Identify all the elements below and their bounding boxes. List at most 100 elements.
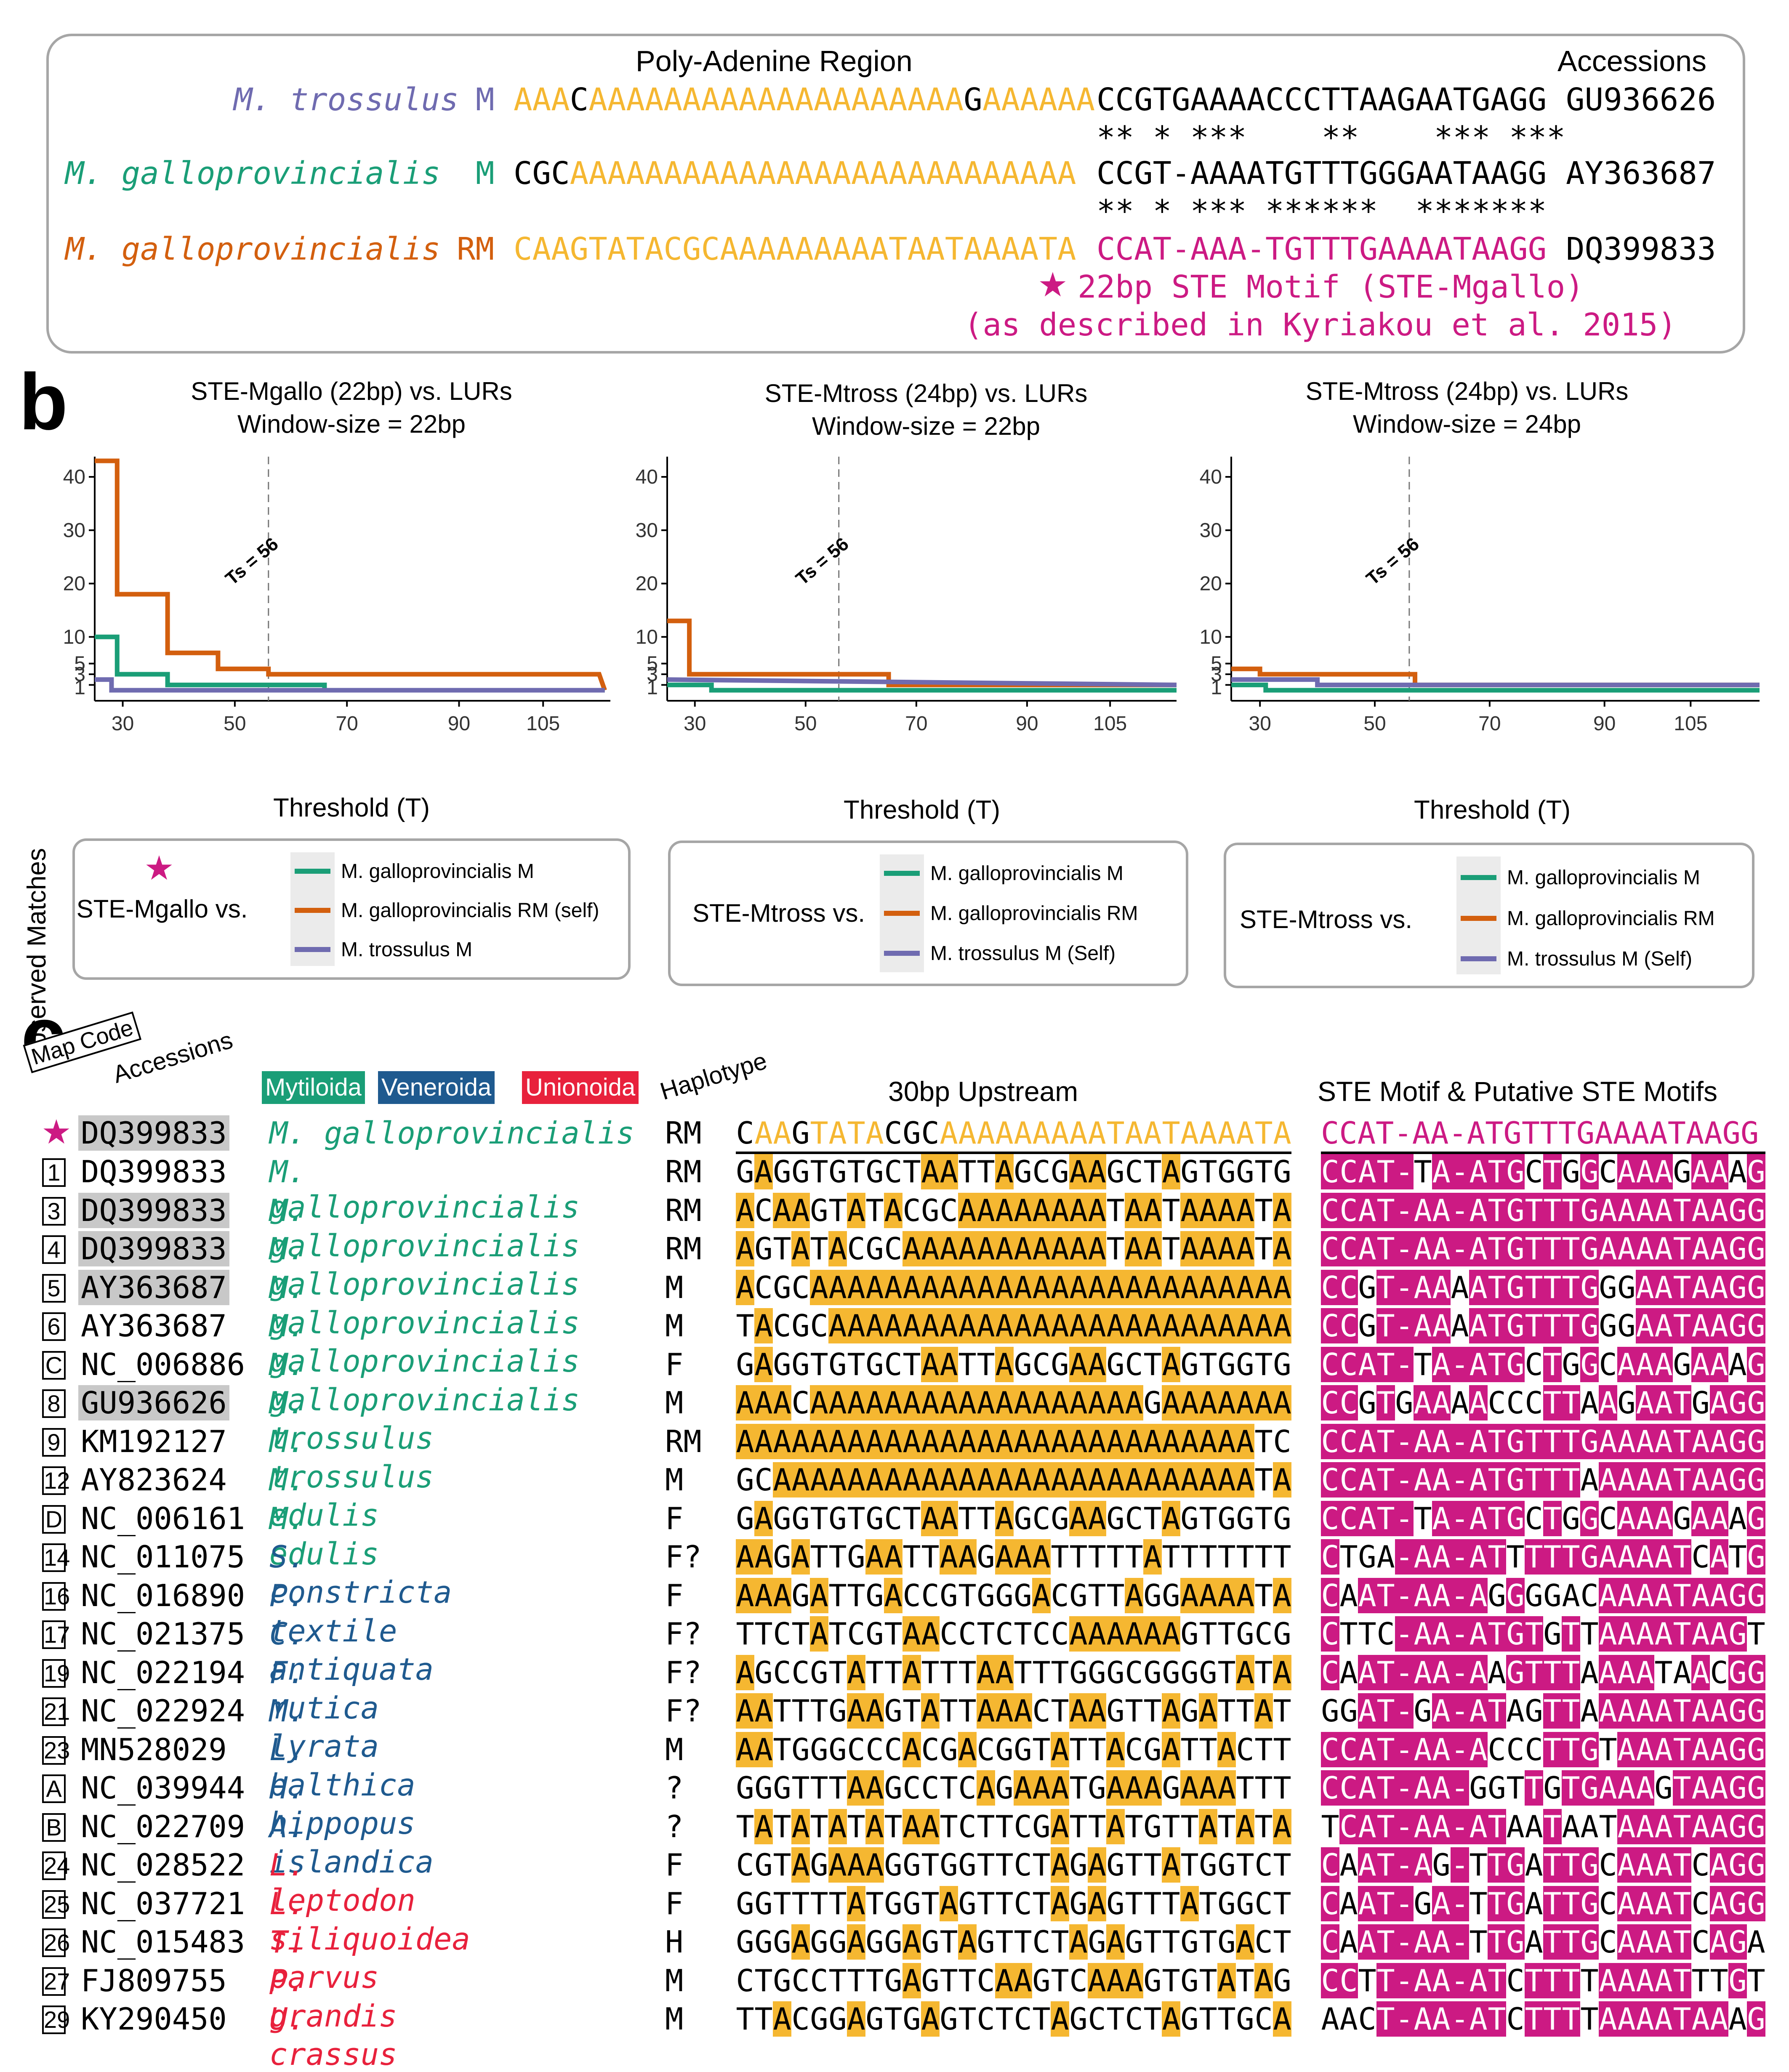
- ste-base: A: [1599, 1770, 1617, 1806]
- accession: NC_028522: [81, 1847, 245, 1883]
- upstream-base: T: [754, 2001, 773, 2037]
- ste-base: C: [1691, 1886, 1710, 1921]
- upstream-base: G: [773, 1539, 791, 1575]
- upstream-base: A: [995, 1385, 1014, 1420]
- upstream-base: G: [1236, 1346, 1254, 1382]
- ste-base: C: [1525, 1385, 1543, 1420]
- upstream-base: A: [736, 1231, 754, 1266]
- map-code: 19: [42, 1659, 70, 1688]
- upstream-base: A: [1014, 1385, 1032, 1420]
- upstream-base: G: [1069, 1886, 1088, 1921]
- haplotype: RM: [665, 1423, 702, 1459]
- x-tick-label: 70: [1478, 713, 1501, 735]
- y-tick-label: 40: [63, 466, 85, 488]
- accession-dq399833-a: DQ399833: [1566, 231, 1716, 267]
- upstream-base: T: [773, 1231, 791, 1266]
- upstream-base: A: [865, 1308, 884, 1343]
- upstream-base: T: [1199, 1886, 1217, 1921]
- ste-base: T: [1376, 1924, 1395, 1960]
- accession: NC_021375: [81, 1616, 245, 1652]
- upstream-base: T: [828, 1770, 847, 1806]
- ste-base: A: [1358, 1500, 1376, 1536]
- upstream-base: A: [736, 1732, 754, 1767]
- ste-base: G: [1506, 1192, 1525, 1228]
- upstream-base: A: [1143, 1308, 1162, 1343]
- upstream-base: A: [1273, 1231, 1291, 1266]
- upstream-base: A: [1051, 2001, 1069, 2037]
- panel-b-charts: Observed Matches STE-Mgallo (22bp) vs. L…: [22, 377, 1760, 1067]
- ste-base: A: [1617, 1423, 1636, 1459]
- upstream-base: A: [1180, 1385, 1199, 1420]
- ste-base: C: [1358, 2001, 1376, 2037]
- upstream-base: A: [736, 1192, 754, 1228]
- upstream-base: A: [1236, 1231, 1254, 1266]
- upstream-base: G: [1236, 2001, 1254, 2037]
- series-line: [95, 677, 605, 693]
- upstream-base: A: [865, 1693, 884, 1729]
- ste-base: T: [1673, 1231, 1691, 1266]
- reference-upstream-base: A: [828, 1115, 847, 1151]
- upstream-base: G: [791, 1732, 810, 1767]
- ste-base: T: [1673, 2001, 1691, 2037]
- upstream-base: A: [1180, 1423, 1199, 1459]
- upstream-base: A: [1088, 1154, 1106, 1189]
- upstream-base: A: [1254, 1308, 1273, 1343]
- reference-upstream-base: A: [1051, 1115, 1069, 1151]
- motif-label: 22bp STE Motif (STE-Mgallo): [1078, 269, 1584, 305]
- ste-base: T: [1488, 1346, 1506, 1382]
- ste-base: G: [1747, 1577, 1765, 1613]
- upstream-base: T: [1273, 1770, 1291, 1806]
- ste-base: T: [1562, 1539, 1580, 1575]
- upstream-base: A: [1180, 1269, 1199, 1305]
- upstream-base: A: [1273, 1308, 1291, 1343]
- upstream-base: T: [1125, 1847, 1143, 1883]
- ste-base: A: [1599, 1192, 1617, 1228]
- legend-1-prefix: STE-Mgallo vs.: [77, 895, 248, 923]
- upstream-base: A: [940, 1231, 958, 1266]
- ste-base: A: [1469, 1423, 1488, 1459]
- x-tick-label: 90: [1016, 713, 1038, 735]
- upstream-base: T: [1125, 1539, 1143, 1575]
- order-mytiloida: Mytiloida: [262, 1071, 365, 1104]
- upstream-base: A: [773, 1385, 791, 1420]
- ste-base: T: [1321, 1809, 1339, 1844]
- ste-base: T: [1562, 2001, 1580, 2037]
- upstream-base: T: [977, 1616, 995, 1652]
- ste-base: T: [1488, 2001, 1506, 2037]
- upstream-base: T: [865, 1963, 884, 1998]
- ste-base: A: [1469, 1809, 1488, 1844]
- ste-base: A: [1617, 1924, 1636, 1960]
- upstream-base: C: [1014, 1847, 1032, 1883]
- ste-base: G: [1747, 1385, 1765, 1420]
- ste-base: G: [1506, 1847, 1525, 1883]
- upstream-base: C: [791, 1963, 810, 1998]
- ste-base: T: [1525, 1462, 1543, 1497]
- upstream-base: A: [884, 1192, 902, 1228]
- ste-base: A: [1525, 1809, 1543, 1844]
- legend-2: STE-Mtross vs. M. galloprovincialis M M.…: [668, 841, 1188, 986]
- ste-base: A: [1636, 1385, 1654, 1420]
- upstream-base: A: [1088, 1462, 1106, 1497]
- upstream-base: G: [791, 1154, 810, 1189]
- ste-base: T: [1562, 1847, 1580, 1883]
- upstream-base: A: [1162, 1308, 1180, 1343]
- ste-base: A: [1432, 1770, 1451, 1806]
- ste-base: G: [1747, 1269, 1765, 1305]
- upstream-base: A: [1162, 1154, 1180, 1189]
- ste-base: T: [1376, 1346, 1395, 1382]
- ste-base: A: [1358, 1654, 1376, 1690]
- species-name: M. galloprovincialis: [269, 1154, 580, 1225]
- upstream-base: A: [995, 1654, 1014, 1690]
- upstream-base: G: [865, 2001, 884, 2037]
- upstream-base: A: [995, 1500, 1014, 1536]
- map-code: B: [42, 1813, 66, 1842]
- accession-ay363687-a: AY363687: [1566, 155, 1716, 192]
- upstream-base: A: [1162, 1269, 1180, 1305]
- upstream-base: T: [828, 1616, 847, 1652]
- upstream-base: A: [1143, 1269, 1162, 1305]
- ste-base: -: [1395, 1732, 1414, 1767]
